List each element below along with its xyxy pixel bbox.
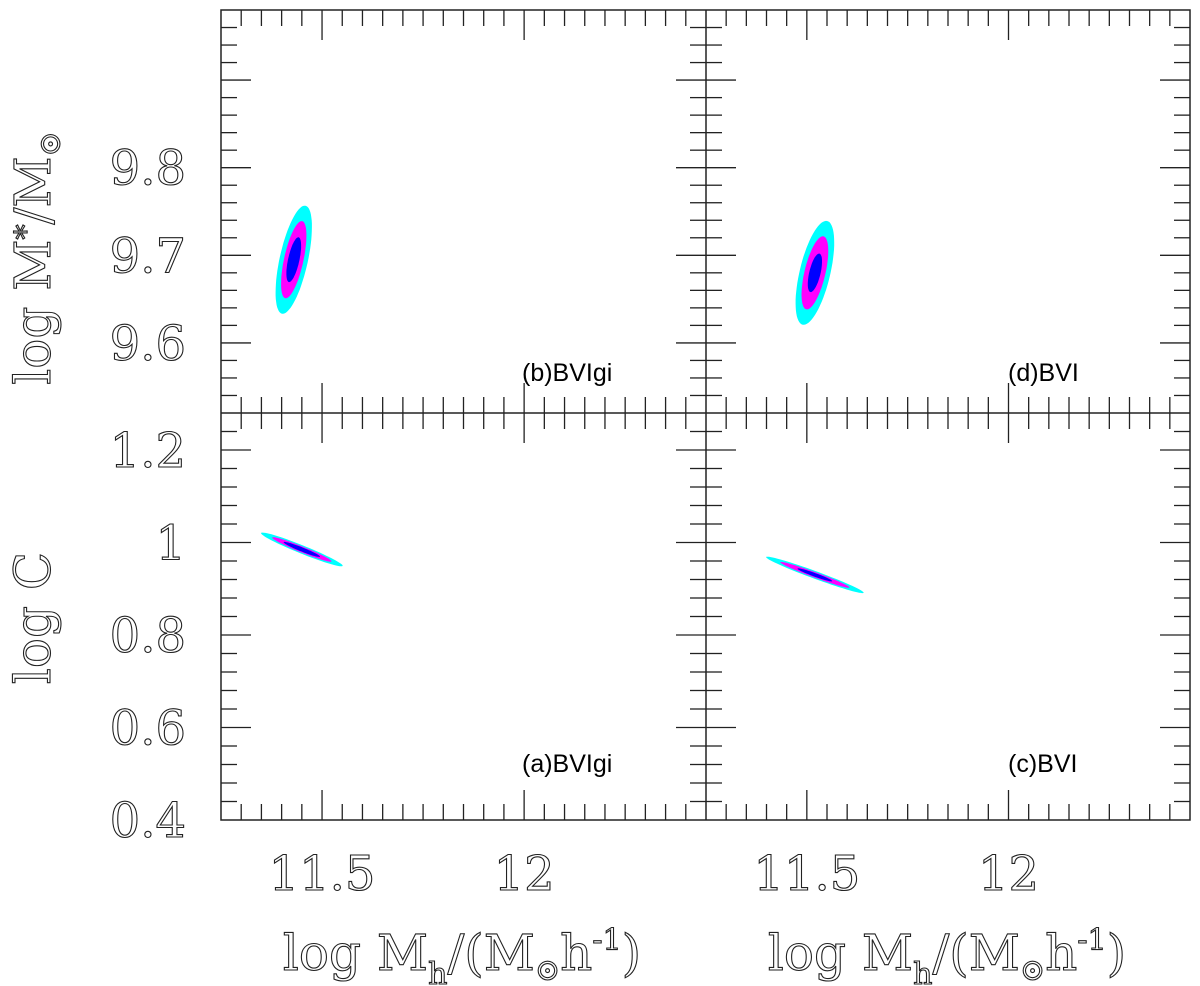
y-axis-title-top: log M*/M⊙: [4, 131, 68, 384]
y-tick-label: 9.6: [110, 316, 186, 372]
x-axis-title-left: log Mh/(M⊙h-1): [283, 923, 641, 986]
y-tick-label: 0.6: [110, 701, 186, 757]
contour-inner-a: [283, 541, 320, 557]
x-tick-label: 12: [494, 846, 555, 902]
contour-inner-d: [807, 253, 822, 293]
panel-c: [766, 556, 864, 594]
y-tick-label: 9.7: [110, 228, 186, 284]
x-tick-label: 11.5: [753, 846, 860, 902]
panel-d: [795, 220, 835, 325]
panel-label-b: (b)BVIgi: [522, 359, 612, 387]
tick-labels-layer: 11.5 12 11.5 12 9.6 9.7 9.8 0.4 0.6 0.8 1 1.2: [109, 140, 1039, 902]
panel-label-c: (c)BVI: [1008, 750, 1077, 778]
contour-inner-c: [797, 568, 833, 582]
y-axis-title-bottom: log C: [4, 552, 62, 684]
panel-label-d: (d)BVI: [1008, 359, 1079, 387]
contours-d: [795, 220, 835, 325]
frames-layer: [220, 9, 1191, 821]
panel-b: [275, 205, 312, 314]
contours-c: [766, 556, 864, 594]
contours-b: [275, 205, 312, 314]
panel-label-a: (a)BVIgi: [522, 750, 612, 778]
panels-layer: [261, 205, 864, 594]
y-tick-label: 0.4: [110, 793, 186, 849]
contours-a: [261, 532, 343, 567]
x-tick-label: 12: [978, 846, 1039, 902]
y-tick-label: 1.2: [110, 423, 186, 479]
x-tick-label: 11.5: [269, 846, 376, 902]
panel-labels-layer: (b)BVIgi (d)BVI (a)BVIgi (c)BVI: [522, 359, 1079, 778]
contour-inner-b: [286, 237, 302, 283]
y-tick-label: 0.8: [110, 608, 186, 664]
x-axis-title-right: log Mh/(M⊙h-1): [768, 923, 1126, 986]
y-tick-label: 1: [155, 516, 186, 572]
panel-a: [261, 532, 343, 567]
y-tick-label: 9.8: [110, 141, 186, 197]
